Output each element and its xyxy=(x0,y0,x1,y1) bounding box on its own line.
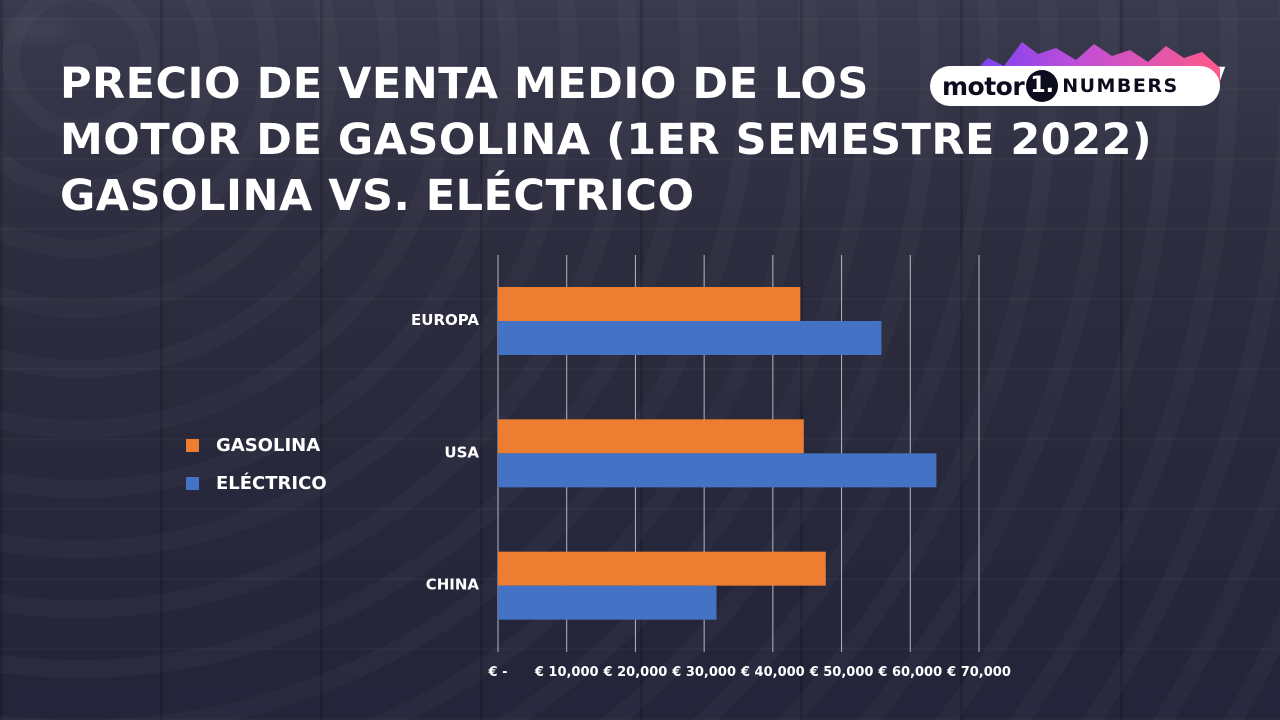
legend-item-gasolina: GASOLINA xyxy=(186,426,327,464)
legend-swatch-gasolina xyxy=(186,438,199,452)
x-tick-label: € 10,000 xyxy=(534,665,599,680)
logo-one-mark: 1. xyxy=(1026,70,1059,102)
legend-swatch-electrico xyxy=(186,476,199,490)
legend-label-gasolina: GASOLINA xyxy=(216,434,321,456)
bar-usa-electrico xyxy=(498,453,937,488)
legend-item-electrico: ELÉCTRICO xyxy=(186,464,327,502)
x-tick-label: € 40,000 xyxy=(740,665,805,680)
x-tick-label: € 30,000 xyxy=(671,665,736,680)
x-tick-label: € 70,000 xyxy=(946,665,1011,680)
title-line-3: GASOLINA VS. ELÉCTRICO xyxy=(60,171,695,221)
logo-numbers-text: NUMBERS xyxy=(1062,75,1179,97)
bar-china-gasolina xyxy=(498,551,826,586)
x-tick-label: € 20,000 xyxy=(603,665,668,680)
category-label: USA xyxy=(444,443,479,461)
legend: GASOLINA ELÉCTRICO xyxy=(186,426,327,502)
bar-china-electrico xyxy=(498,585,717,620)
x-tick-label: € 60,000 xyxy=(877,665,942,680)
x-tick-label: € 50,000 xyxy=(809,665,874,680)
legend-label-electrico: ELÉCTRICO xyxy=(216,472,327,494)
logo-badge: motor 1. NUMBERS xyxy=(930,66,1220,106)
category-label: EUROPA xyxy=(411,311,479,329)
logo-motor-text: motor xyxy=(942,71,1025,101)
bar-europa-gasolina xyxy=(498,287,801,321)
bar-europa-electrico xyxy=(498,321,882,355)
bar-usa-gasolina xyxy=(498,419,804,454)
title-line-2: MOTOR DE GASOLINA (1ER SEMESTRE 2022) xyxy=(60,115,1153,165)
motor1-numbers-logo: motor 1. NUMBERS xyxy=(926,36,1226,108)
category-label: CHINA xyxy=(426,576,480,594)
x-tick-label: € - xyxy=(488,665,508,680)
